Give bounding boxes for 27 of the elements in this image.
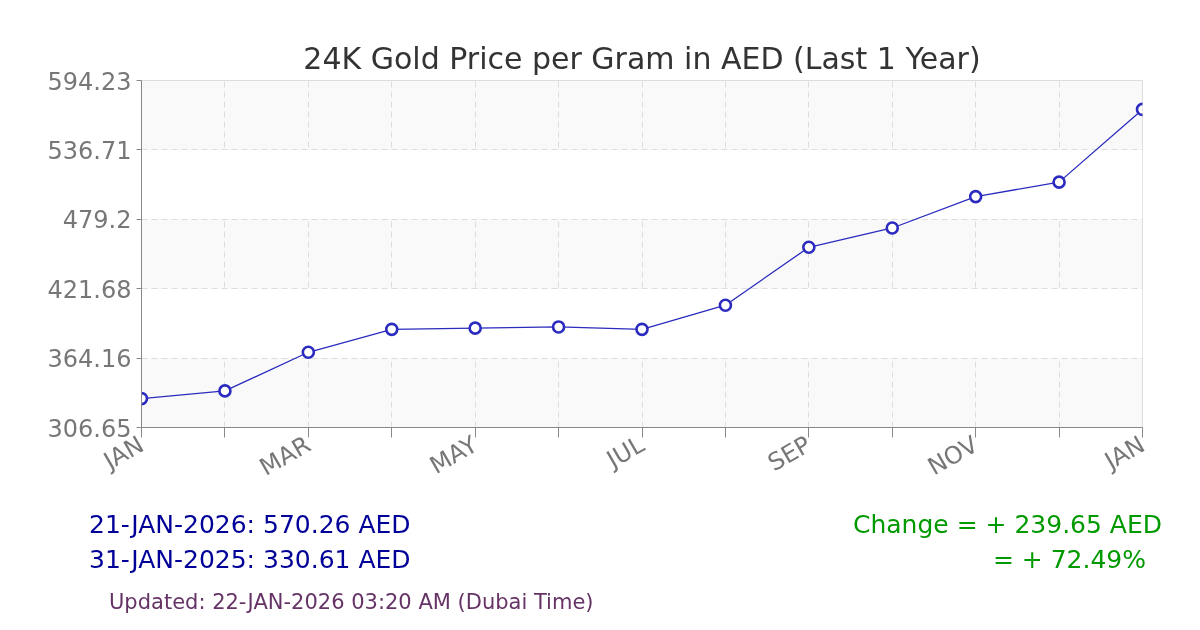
point [802, 240, 816, 255]
point [468, 321, 482, 335]
text: Updated: 22-JAN-2026 03:20 AM (Dubai Time) [109, 590, 594, 616]
x-tick-label: MAR [254, 430, 316, 482]
text: 21-JAN-2026: 570.26 AED [89, 510, 411, 540]
point [968, 189, 983, 204]
point [718, 298, 733, 312]
text: = + 72.49% [992, 545, 1146, 575]
point [635, 322, 649, 337]
point [551, 320, 566, 334]
y-tick-label: 421.68 [47, 275, 132, 304]
x-tick-label: SEP [762, 430, 816, 478]
x-tick-label: JAN [1098, 430, 1150, 477]
point [384, 322, 399, 337]
point [301, 345, 316, 360]
text: 31-JAN-2025: 330.61 AED [89, 545, 411, 575]
text: Change = + 239.65 AED [852, 510, 1162, 540]
y-tick-label: 364.16 [47, 345, 132, 374]
y-tick-label: 479.2 [62, 206, 132, 235]
chart-title: 24K Gold Price per Gram in AED (Last 1 Year) [303, 40, 981, 76]
point [218, 384, 232, 398]
point [885, 221, 900, 235]
y-tick-label: 594.23 [47, 67, 132, 96]
y-tick-label: 536.71 [47, 136, 132, 165]
x-tick-label: MAY [424, 430, 483, 480]
x-tick-label: JUL [600, 430, 650, 475]
point [1052, 175, 1066, 189]
